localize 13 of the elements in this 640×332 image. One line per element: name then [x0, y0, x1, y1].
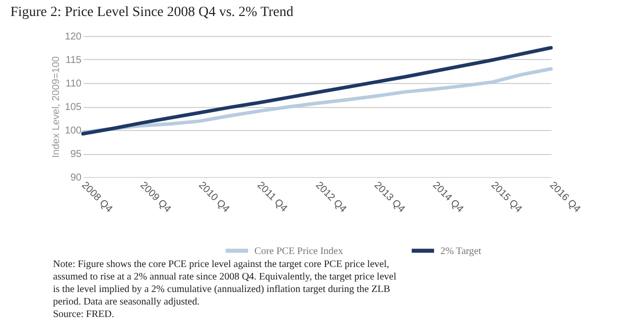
y-axis-title: Index Level, 2009=100 [50, 56, 62, 158]
text: Note: Figure shows the core PCE price level against the target core PCE price level, assumed to rise at a 2% annual rate since 2008 Q4. Equivalently, the target price level is the level implied by a 2% cumulative (annualized) inflation target during the ZLB period. Data are seasonally adjusted. Source: FRED. [53, 259, 396, 320]
y-tick-label: 105 [64, 102, 82, 113]
y-tick-label: 115 [66, 55, 82, 66]
y-tick-label: 120 [64, 32, 82, 42]
line-series [81, 46, 553, 136]
chart-title: Figure 2: Price Level Since 2008 Q4 vs. 2% Trend [10, 5, 294, 20]
y-tick-label: 100 [64, 126, 82, 136]
y-tick-label: 110 [66, 78, 82, 90]
y-tick-label: 95 [70, 149, 82, 160]
legend-label: 2% Target [440, 246, 482, 257]
legend-label: Core PCE Price Index [254, 246, 343, 257]
y-tick-label: 90 [70, 172, 82, 184]
